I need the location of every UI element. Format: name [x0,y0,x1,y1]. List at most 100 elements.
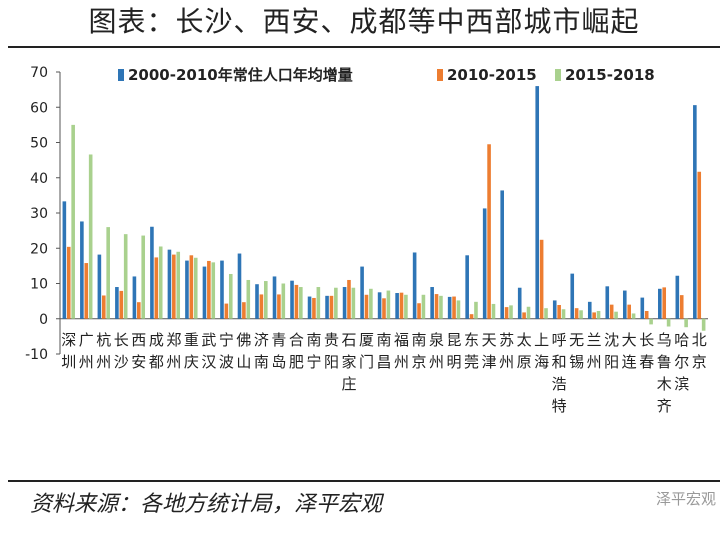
bar-2 [399,292,404,319]
x-tick-label: 青岛 [271,331,286,371]
chart-title: 图表：长沙、西安、成都等中西部城市崛起 [88,5,640,38]
legend-swatch [118,69,124,81]
bar-1 [62,201,67,319]
bar-1 [465,255,469,319]
bar-1 [80,221,84,319]
bar-1 [167,249,172,319]
x-tick-label: 上海 [534,331,549,371]
bar-2 [66,246,71,319]
bar-2 [329,295,334,319]
bar-3 [649,318,653,325]
bar-1 [605,286,610,319]
bar-3 [299,287,303,319]
x-tick-label: 济南 [254,331,269,371]
bar-3 [579,310,583,319]
bar-3 [71,124,75,319]
bar-2 [627,304,631,319]
bar-3 [701,318,706,331]
bar-2 [347,279,351,319]
x-tick-label: 北京 [692,331,707,371]
bar-3 [509,305,513,319]
bar-2 [434,294,439,319]
bar-2 [504,307,509,319]
x-tick-label: 合肥 [289,331,304,371]
bar-2 [697,171,702,319]
bar-2 [119,290,124,319]
x-tick-label: 苏州 [499,331,514,371]
x-tick-label: 南京 [412,331,427,371]
bar-1 [412,252,417,319]
bar-2 [189,255,194,319]
bar-2 [312,297,316,319]
bar-3 [141,235,146,319]
x-tick-label: 石家庄 [341,331,356,393]
bar-1 [115,287,119,319]
bar-1 [482,208,487,319]
bar-2 [452,296,456,319]
bar-3 [421,294,426,319]
bar-2 [224,303,229,319]
bar-3 [211,262,216,319]
bar-2 [539,239,544,319]
bar-2 [382,298,386,319]
x-tick-label: 无锡 [569,331,584,371]
bar-1 [570,273,575,319]
bar-1 [220,260,224,319]
y-tick-label: 20 [30,241,48,257]
bar-3 [281,283,286,319]
bar-2 [364,294,369,319]
bar-1 [430,287,434,319]
bar-3 [193,257,198,319]
legend-swatch [555,69,561,81]
bar-1 [395,293,399,319]
bar-1 [535,86,540,319]
bar-3 [666,318,671,327]
legend-label: 2000-2010年常住人口年均增量 [128,66,353,84]
x-tick-label: 乌鲁木齐 [657,331,672,415]
bar-3 [316,287,321,319]
bar-1 [290,280,294,319]
bar-3 [123,234,128,319]
bar-3 [614,311,618,319]
legend-swatch [437,69,443,81]
x-tick-label: 宁波 [219,331,234,371]
y-tick-label: 50 [30,136,48,152]
bar-2 [574,308,579,319]
title-divider [8,46,720,48]
bar-1 [360,266,364,319]
bar-3 [158,246,163,319]
x-tick-label: 西安 [131,331,146,371]
x-tick-label: 贵阳 [324,331,339,371]
bar-1 [500,190,504,319]
footer-divider [8,480,720,482]
bar-2 [294,284,299,319]
x-tick-label: 佛山 [236,331,251,371]
bar-1 [150,226,154,319]
x-tick-label: 福州 [394,331,409,371]
bar-2 [487,144,491,319]
bar-1 [675,275,680,319]
bar-3 [369,288,373,319]
bar-1 [272,276,277,319]
bar-2 [592,312,596,319]
bar-3 [544,308,548,319]
bar-2 [101,295,106,319]
x-tick-label: 武汉 [201,331,216,371]
bar-1 [237,253,242,319]
bar-1 [377,292,382,319]
bar-1 [132,276,137,319]
bar-3 [334,287,338,319]
x-tick-label: 呼和浩特 [552,331,567,415]
bar-3 [684,318,688,328]
bar-2 [644,310,649,319]
bar-2 [137,302,141,319]
bar-1 [640,297,645,319]
bar-3 [264,281,268,319]
x-tick-label: 大连 [622,331,637,371]
bar-2 [417,303,421,319]
legend-label: 2010-2015 [447,66,537,84]
x-tick-label: 重庆 [184,331,199,371]
x-tick-label: 长春 [639,331,654,371]
bar-1 [185,260,189,319]
x-tick-label: 南宁 [306,331,321,371]
